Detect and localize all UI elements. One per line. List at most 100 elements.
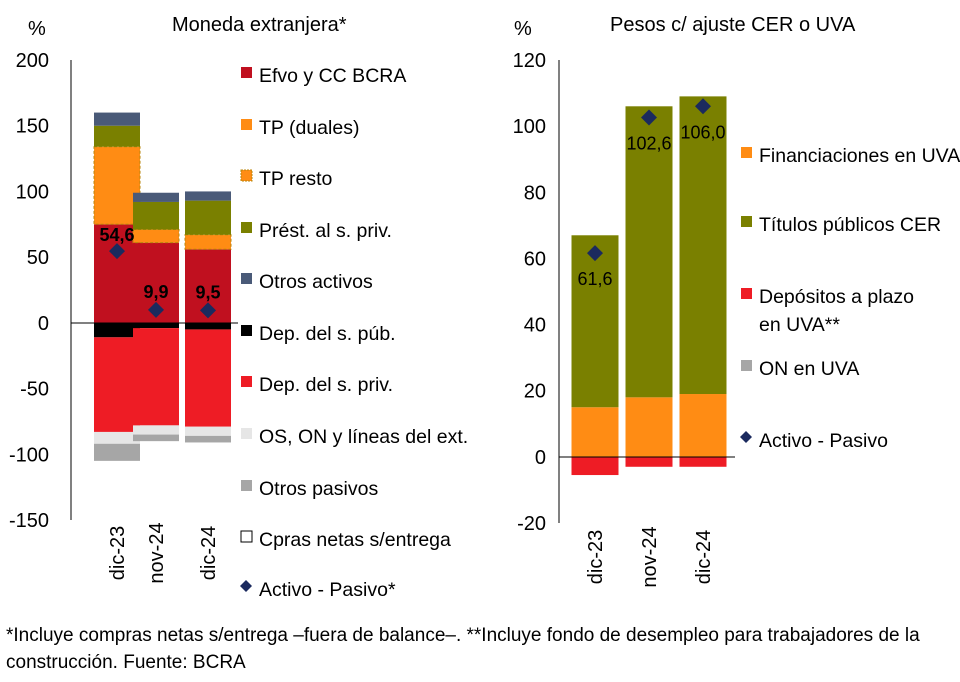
legend-label: TP (duales) bbox=[259, 117, 359, 139]
bar-segment-titulos_cer bbox=[679, 96, 727, 395]
bar-segment-os_on bbox=[94, 431, 140, 444]
legend-label: en UVA** bbox=[759, 314, 840, 336]
chart-right-ylabel: % bbox=[514, 18, 532, 40]
chart-left-ytick-label: 0 bbox=[38, 313, 49, 335]
chart-right-ytick-label: 80 bbox=[524, 182, 546, 204]
bar-segment-otros_pasivos bbox=[94, 443, 140, 461]
bar-segment-dep_pub bbox=[133, 322, 179, 329]
bar-segment-fin_uva bbox=[625, 397, 673, 457]
legend-label: Activo - Pasivo bbox=[759, 430, 888, 452]
bar-segment-prest bbox=[94, 125, 140, 147]
bar-segment-otros_activos bbox=[133, 192, 179, 202]
marker-value-label: 102,6 bbox=[626, 134, 671, 154]
legend-label: Dep. del s. púb. bbox=[259, 323, 396, 345]
legend-swatch-os_on bbox=[241, 428, 252, 439]
marker-value-label: 9,9 bbox=[143, 282, 168, 302]
chart-left-bars bbox=[93, 112, 232, 461]
bar-segment-dep_plazo_uva bbox=[679, 456, 727, 467]
legend-swatch-fin_uva bbox=[741, 147, 752, 158]
marker-value-label: 106,0 bbox=[680, 122, 725, 142]
legend-swatch-on_uva bbox=[741, 360, 752, 371]
bar-segment-tp_resto bbox=[184, 234, 232, 250]
marker-activo-pasivo bbox=[587, 245, 603, 262]
chart-right-ytick-label: 20 bbox=[524, 381, 546, 403]
bar-segment-os_on bbox=[185, 426, 231, 436]
marker-value-label: 61,6 bbox=[577, 269, 612, 289]
charts-canvas: Moneda extranjera* % -150 -100 -50 0 50 100 15… bbox=[9, 14, 960, 601]
bar-segment-dep_pub bbox=[94, 322, 140, 338]
chart-right: Pesos c/ ajuste CER o UVA % -20 0 20 40 60 80… bbox=[513, 14, 960, 588]
legend-swatch-tp_duales bbox=[241, 119, 252, 130]
legend-label: Otros pasivos bbox=[259, 478, 378, 500]
marker-activo-pasivo bbox=[200, 302, 216, 319]
chart-left-ytick-label: -100 bbox=[9, 444, 49, 466]
chart-left-ytick-label: 50 bbox=[27, 247, 49, 269]
legend-label: Activo - Pasivo* bbox=[259, 579, 396, 601]
chart-right-title: Pesos c/ ajuste CER o UVA bbox=[610, 14, 856, 36]
bar-segment-dep_plazo_uva bbox=[625, 456, 673, 467]
legend-swatch-dep_pub bbox=[241, 325, 252, 336]
chart-right-ytick-label: 100 bbox=[513, 116, 546, 138]
chart-left-ytick-label: 150 bbox=[16, 116, 49, 138]
bar-segment-prest bbox=[185, 200, 231, 235]
legend-label: OS, ON y líneas del ext. bbox=[259, 426, 468, 448]
x-tick-label: dic-24 bbox=[693, 530, 715, 584]
chart-left: Moneda extranjera* % -150 -100 -50 0 50 100 15… bbox=[9, 14, 468, 601]
chart-left-title: Moneda extranjera* bbox=[172, 14, 347, 36]
x-tick-label: nov-24 bbox=[146, 522, 168, 583]
bar-segment-os_on bbox=[133, 425, 179, 435]
chart-left-legend: Efvo y CC BCRA TP (duales) TP resto Prést. … bbox=[240, 65, 468, 601]
bar-segment-fin_uva bbox=[571, 407, 619, 457]
chart-right-markers: 61,6 102,6 106,0 bbox=[577, 98, 726, 289]
chart-left-ylabel: % bbox=[28, 18, 46, 40]
chart-left-x-axis: dic-23 nov-24 dic-24 bbox=[107, 522, 220, 583]
chart-right-ytick-label: 120 bbox=[513, 50, 546, 72]
chart-right-ytick-label: 40 bbox=[524, 315, 546, 337]
bar-segment-dep_pub bbox=[185, 322, 231, 330]
chart-left-ytick-label: -150 bbox=[9, 510, 49, 532]
chart-right-y-axis: -20 0 20 40 60 80 100 120 bbox=[513, 50, 546, 535]
footnote: *Incluye compras netas s/entrega –fuera … bbox=[6, 625, 920, 673]
legend-label: Efvo y CC BCRA bbox=[259, 65, 406, 87]
legend-label: Otros activos bbox=[259, 271, 373, 293]
legend-label: TP resto bbox=[259, 168, 332, 190]
chart-right-ytick-label: 0 bbox=[535, 447, 546, 469]
marker-activo-pasivo bbox=[109, 243, 125, 260]
bar-segment-dep_priv bbox=[133, 328, 179, 426]
bar-segment-fin_uva bbox=[679, 394, 727, 457]
legend-swatch-otros_activos bbox=[241, 273, 252, 284]
chart-right-ytick-label: 60 bbox=[524, 248, 546, 270]
legend-swatch-prest bbox=[241, 222, 252, 233]
legend-swatch-efvo bbox=[241, 67, 252, 78]
legend-swatch-cpras bbox=[240, 530, 253, 543]
bar-segment-titulos_cer bbox=[571, 235, 619, 408]
marker-value-label: 54,6 bbox=[99, 225, 134, 245]
legend-label: Títulos públicos CER bbox=[759, 214, 941, 236]
chart-right-legend: Financiaciones en UVA Títulos públicos CE… bbox=[740, 145, 960, 452]
legend-swatch-dep_priv bbox=[241, 376, 252, 387]
legend-label: ON en UVA bbox=[759, 358, 859, 380]
bar-segment-titulos_cer bbox=[625, 106, 673, 398]
x-tick-label: dic-23 bbox=[585, 530, 607, 584]
bar-segment-prest bbox=[133, 201, 179, 230]
legend-label: Depósitos a plazo bbox=[759, 286, 914, 308]
chart-left-markers: 54,6 9,9 9,5 bbox=[99, 225, 221, 319]
marker-activo-pasivo bbox=[641, 109, 657, 126]
chart-right-ytick-label: -20 bbox=[517, 513, 546, 535]
bar-segment-dep_priv bbox=[185, 329, 231, 427]
x-tick-label: dic-24 bbox=[198, 526, 220, 580]
legend-label: Cpras netas s/entrega bbox=[259, 529, 451, 551]
chart-right-bars bbox=[571, 96, 727, 476]
chart-left-ytick-label: 100 bbox=[16, 181, 49, 203]
legend-swatch-marker bbox=[740, 431, 752, 443]
chart-right-x-axis: dic-23 nov-24 dic-24 bbox=[585, 526, 715, 587]
bar-segment-otros_pasivos bbox=[185, 435, 231, 443]
bar-segment-dep_plazo_uva bbox=[571, 456, 619, 476]
bar-segment-dep_priv bbox=[94, 337, 140, 432]
legend-swatch-dep_plazo_uva bbox=[741, 288, 752, 299]
legend-label: Financiaciones en UVA bbox=[759, 145, 960, 167]
bar-segment-otros_activos bbox=[185, 191, 231, 201]
legend-label: Prést. al s. priv. bbox=[259, 220, 392, 242]
marker-value-label: 9,5 bbox=[195, 282, 220, 302]
bar-segment-tp_resto bbox=[93, 146, 141, 225]
